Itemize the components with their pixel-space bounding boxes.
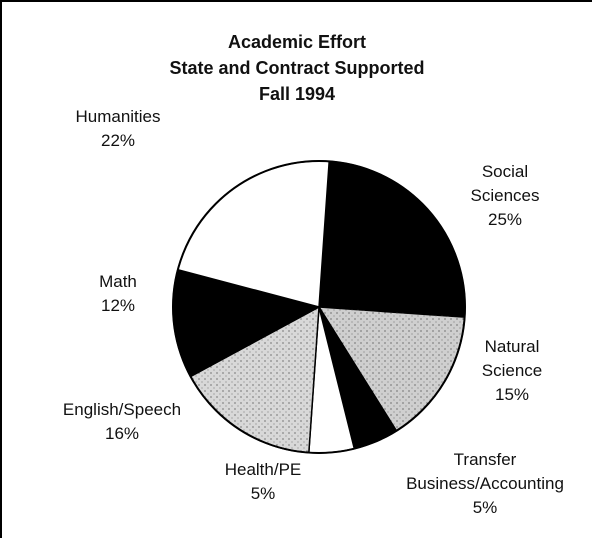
slice-label: Natural Science 15% bbox=[467, 335, 557, 407]
value-label: 22% bbox=[100, 131, 136, 150]
slice-label: English/Speech 16% bbox=[37, 398, 207, 446]
slice-label: Math 12% bbox=[78, 270, 158, 318]
category-label: Social Sciences bbox=[470, 162, 540, 205]
category-label: Transfer Business/Accounting bbox=[406, 450, 564, 493]
value-label: 5% bbox=[472, 498, 498, 517]
value-label: 25% bbox=[487, 210, 523, 229]
pie-slice bbox=[318, 160, 466, 318]
slice-label: Humanities 22% bbox=[63, 105, 173, 153]
category-label: Math bbox=[99, 272, 137, 291]
category-label: Health/PE bbox=[224, 460, 302, 479]
slice-label: Social Sciences 25% bbox=[455, 160, 555, 232]
slice-label: Transfer Business/Accounting 5% bbox=[390, 448, 580, 520]
category-label: English/Speech bbox=[62, 400, 182, 419]
category-label: Natural Science bbox=[481, 337, 543, 380]
value-label: 5% bbox=[250, 484, 276, 503]
value-label: 15% bbox=[494, 385, 530, 404]
value-label: 16% bbox=[104, 424, 140, 443]
chart-title: Academic Effort bbox=[227, 32, 367, 52]
value-label: 12% bbox=[100, 296, 136, 315]
slice-label: Health/PE 5% bbox=[213, 458, 313, 506]
chart-period: Fall 1994 bbox=[258, 84, 336, 104]
pie-outline bbox=[172, 160, 466, 454]
category-label: Humanities bbox=[75, 107, 161, 126]
chart-subtitle: State and Contract Supported bbox=[169, 58, 425, 78]
